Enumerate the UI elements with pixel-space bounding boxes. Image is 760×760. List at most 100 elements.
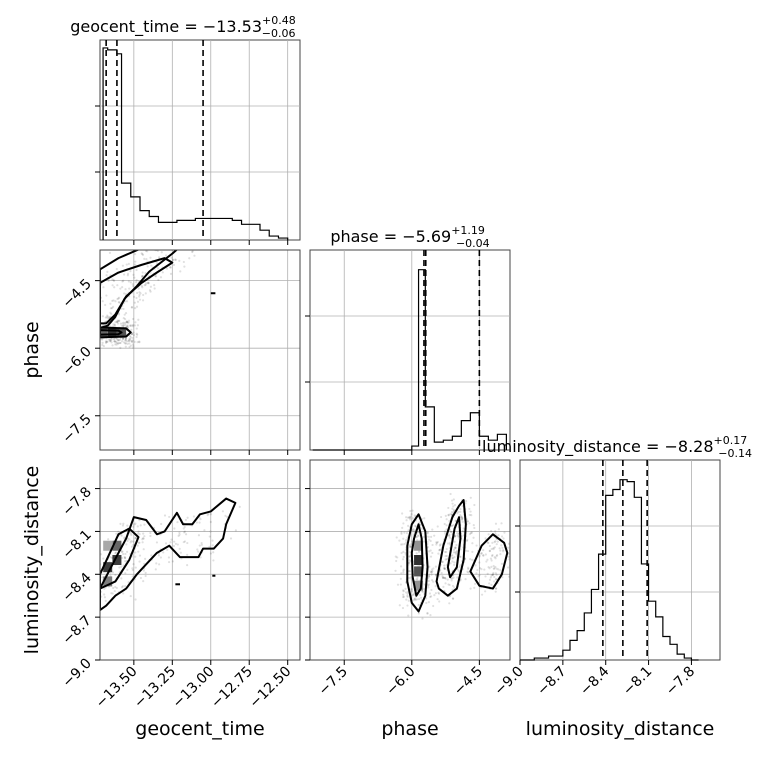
contour-line (469, 533, 509, 590)
sample-point (120, 340, 124, 343)
sample-point (416, 578, 419, 582)
panel-frame (99, 459, 301, 661)
sample-point (469, 531, 473, 535)
sample-point (448, 533, 451, 536)
y-tick-label: −4.5 (59, 276, 94, 311)
sample-point (448, 543, 452, 546)
sample-point (200, 541, 203, 545)
sample-point (402, 537, 405, 540)
sample-point (208, 535, 211, 538)
sample-point (466, 570, 469, 573)
sample-point (128, 334, 132, 338)
sample-point (409, 576, 412, 579)
sample-point (443, 576, 447, 579)
sample-point (122, 341, 126, 344)
sample-point (93, 325, 95, 327)
sample-point (478, 561, 481, 564)
contour-line (410, 523, 424, 597)
sample-point (461, 517, 464, 520)
sample-point (430, 568, 434, 571)
sample-point (486, 541, 489, 544)
sample-point (97, 327, 99, 329)
sample-point (124, 556, 127, 559)
sample-point (104, 599, 107, 602)
sample-point (155, 562, 158, 565)
sample-point (488, 578, 492, 581)
sample-point (406, 592, 409, 595)
sample-point (492, 567, 495, 570)
sample-point (114, 340, 117, 343)
sample-point (407, 524, 410, 527)
sample-point (413, 597, 416, 601)
sample-point (460, 517, 464, 521)
sample-point (124, 342, 127, 345)
sample-point (133, 295, 136, 298)
sample-point (444, 550, 447, 554)
sample-point (114, 300, 117, 303)
sample-point (443, 567, 446, 570)
sample-point (138, 340, 141, 343)
sample-point (132, 540, 135, 543)
sample-point (415, 578, 418, 581)
sample-point (132, 344, 135, 348)
sample-point (446, 542, 450, 545)
sample-point (430, 571, 433, 574)
sample-point (171, 560, 174, 563)
sample-point (131, 567, 134, 570)
sample-point (134, 321, 137, 324)
sample-point (491, 553, 494, 557)
sample-point (427, 583, 431, 586)
sample-point (132, 284, 135, 288)
sample-point (97, 327, 99, 329)
sample-point (238, 505, 241, 509)
sample-point (419, 523, 422, 526)
sample-point (450, 579, 453, 582)
sample-point (186, 541, 189, 545)
sample-point (88, 347, 90, 349)
sample-point (130, 328, 133, 331)
sample-point (423, 517, 426, 520)
sample-point (434, 565, 437, 568)
sample-point (133, 263, 137, 266)
sample-point (429, 570, 432, 573)
sample-point (88, 338, 90, 340)
sample-point (435, 543, 438, 546)
sample-point (484, 537, 487, 540)
sample-point (139, 292, 142, 295)
sample-point (450, 530, 453, 534)
sample-point (126, 524, 129, 527)
sample-point (138, 341, 141, 344)
sample-point (443, 530, 447, 533)
sample-point (131, 569, 134, 572)
sample-point (134, 566, 137, 569)
sample-point (414, 524, 417, 527)
sample-point (401, 512, 404, 515)
sample-point (450, 524, 454, 527)
sample-point (431, 543, 434, 547)
sample-point (142, 532, 145, 535)
sample-point (405, 541, 408, 544)
sample-point (208, 545, 211, 548)
sample-point (101, 343, 104, 347)
sample-point (111, 299, 114, 302)
sample-point (451, 584, 455, 588)
sample-point (429, 614, 432, 617)
sample-point (150, 264, 153, 267)
sample-point (112, 337, 115, 340)
sample-point (453, 556, 456, 559)
sample-point (452, 551, 456, 554)
sample-point (172, 259, 175, 262)
sample-point (109, 311, 112, 314)
sample-point (114, 585, 117, 589)
sample-point (124, 318, 127, 321)
sample-point (105, 316, 108, 319)
sample-point (132, 333, 136, 337)
sample-point (492, 548, 495, 551)
sample-point (182, 540, 185, 544)
sample-point (480, 552, 483, 555)
sample-point (419, 596, 423, 599)
sample-point (399, 583, 402, 586)
sample-point (451, 557, 454, 560)
sample-point (111, 344, 114, 347)
sample-point (183, 531, 186, 534)
